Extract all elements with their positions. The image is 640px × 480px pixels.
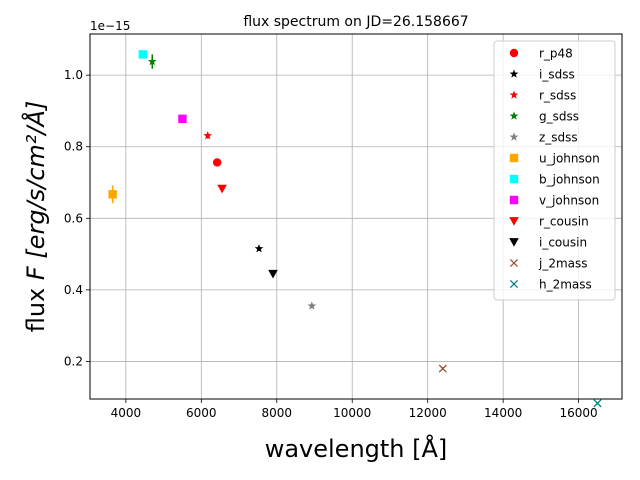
x-tick-label: 10000 bbox=[333, 406, 371, 420]
legend-label-i-sdss: i_sdss bbox=[539, 68, 575, 82]
x-tick-label: 14000 bbox=[484, 406, 522, 420]
x-tick-label: 6000 bbox=[186, 406, 217, 420]
chart-title: flux spectrum on JD=26.158667 bbox=[243, 14, 468, 30]
axis-ticks: 4000 6000 8000 10000 12000 14000 16000 0.2 0.4 0.… bbox=[64, 68, 598, 420]
legend-marker-r-p48 bbox=[509, 48, 519, 58]
legend-label-h-2mass: h_2mass bbox=[539, 278, 592, 292]
legend-label-z-sdss: z_sdss bbox=[539, 131, 578, 145]
legend-marker-b-johnson bbox=[509, 174, 519, 184]
legend-label-v-johnson: v_johnson bbox=[539, 194, 599, 208]
point-v-johnson bbox=[178, 114, 187, 124]
plot-frame bbox=[89, 33, 623, 400]
y-tick-label: 0.4 bbox=[64, 283, 83, 297]
legend-frame bbox=[493, 40, 616, 301]
y-axis-label-prefix: flux bbox=[22, 280, 50, 332]
legend-label-i-cousin: i_cousin bbox=[539, 236, 587, 250]
point-b-johnson bbox=[138, 50, 148, 59]
y-axis-label-units: F [erg/s/cm²/Å] bbox=[21, 101, 50, 280]
point-h-2mass bbox=[593, 399, 602, 408]
point-j-2mass bbox=[438, 364, 447, 373]
legend-marker-i-cousin bbox=[509, 238, 519, 247]
y-tick-label: 0.6 bbox=[64, 211, 83, 225]
legend-marker-i-sdss bbox=[509, 69, 519, 78]
y-offset-text: 1e−15 bbox=[90, 19, 130, 33]
legend-label-j-2mass: j_2mass bbox=[538, 257, 588, 271]
point-r-cousin bbox=[217, 184, 227, 194]
y-tick-label: 0.8 bbox=[64, 140, 83, 154]
y-tick-label: 0.2 bbox=[64, 354, 83, 368]
y-axis-label: flux F [erg/s/cm²/Å] bbox=[21, 101, 50, 333]
legend-label-g-sdss: g_sdss bbox=[539, 110, 579, 124]
x-tick-label: 16000 bbox=[560, 406, 598, 420]
point-u-johnson bbox=[108, 190, 117, 199]
point-g-sdss bbox=[147, 56, 157, 66]
legend-marker-h-2mass bbox=[509, 279, 519, 289]
legend-label-r-p48: r_p48 bbox=[539, 47, 573, 61]
point-i-cousin bbox=[268, 269, 278, 279]
legend-marker-u-johnson bbox=[509, 153, 519, 163]
legend-marker-g-sdss bbox=[509, 111, 519, 120]
legend-marker-z-sdss bbox=[509, 132, 519, 141]
point-i-sdss bbox=[254, 244, 264, 253]
legend-label-r-cousin: r_cousin bbox=[539, 215, 589, 229]
x-tick-label: 8000 bbox=[261, 406, 292, 420]
legend-label-r-sdss: r_sdss bbox=[539, 89, 576, 103]
point-z-sdss bbox=[307, 301, 317, 310]
x-axis-label: wavelength [Å] bbox=[265, 434, 448, 463]
legend-marker-v-johnson bbox=[509, 195, 519, 205]
data-markers bbox=[108, 50, 602, 408]
y-tick-label: 1.0 bbox=[64, 68, 83, 82]
legend-marker-r-cousin bbox=[509, 217, 519, 226]
legend-label-u-johnson: u_johnson bbox=[539, 152, 600, 166]
legend-marker-r-sdss bbox=[509, 90, 519, 99]
point-r-p48 bbox=[212, 158, 222, 167]
x-tick-label: 12000 bbox=[409, 406, 447, 420]
legend-marker-j-2mass bbox=[509, 258, 519, 268]
legend-label-b-johnson: b_johnson bbox=[539, 173, 600, 187]
point-r-sdss bbox=[203, 131, 213, 140]
legend: r_p48 i_sdss r_sdss g_sdss z_sdss u_johnson b_… bbox=[493, 40, 616, 301]
x-tick-label: 4000 bbox=[111, 406, 142, 420]
